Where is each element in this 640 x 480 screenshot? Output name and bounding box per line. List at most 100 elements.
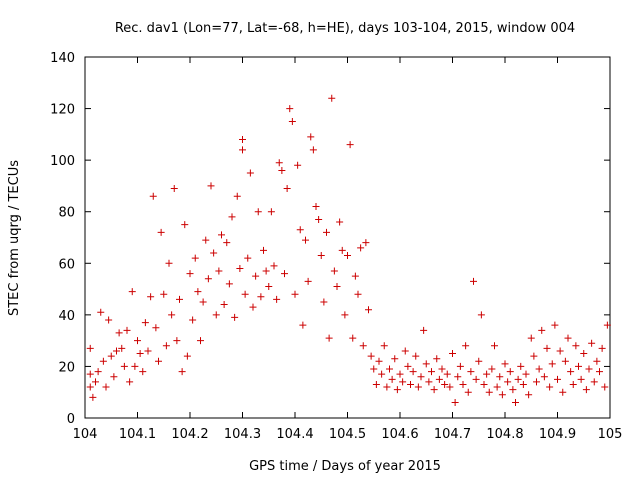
data-point	[420, 326, 428, 334]
data-point	[438, 365, 446, 373]
data-point	[330, 267, 338, 275]
data-point	[273, 295, 281, 303]
y-tick-label: 40	[58, 309, 75, 324]
data-point	[220, 301, 228, 309]
data-point	[399, 378, 407, 386]
y-axis-label: STEC from uqrg / TECUs	[7, 160, 22, 316]
data-point	[202, 236, 210, 244]
data-point	[517, 362, 525, 370]
data-point	[588, 339, 596, 347]
data-point	[136, 350, 144, 358]
data-point	[296, 226, 304, 234]
x-tick-label: 104.4	[276, 427, 313, 442]
data-point	[194, 288, 202, 296]
data-point	[375, 357, 383, 365]
data-point	[102, 383, 110, 391]
data-point	[173, 337, 181, 345]
data-point	[249, 303, 257, 311]
data-point	[328, 94, 336, 102]
y-tick-label: 60	[58, 257, 75, 272]
data-point	[189, 316, 197, 324]
data-point	[456, 362, 464, 370]
data-point	[430, 386, 438, 394]
data-point	[506, 368, 514, 376]
data-point	[378, 370, 386, 378]
data-point	[317, 252, 325, 260]
data-point	[519, 380, 527, 388]
data-point	[236, 264, 244, 272]
data-point	[333, 282, 341, 290]
x-axis-label: GPS time / Days of year 2015	[249, 459, 441, 474]
data-point	[86, 383, 94, 391]
x-tick-label: 104.6	[381, 427, 418, 442]
data-point	[493, 383, 501, 391]
data-point	[491, 342, 498, 350]
data-point	[380, 342, 388, 350]
data-point	[441, 380, 449, 388]
data-point	[401, 347, 409, 355]
data-point	[107, 352, 115, 360]
data-point	[538, 326, 546, 334]
data-point	[97, 308, 105, 316]
data-point	[118, 344, 126, 352]
x-tick-label: 104.1	[119, 427, 156, 442]
data-point	[207, 182, 215, 190]
data-point	[307, 133, 315, 141]
data-point	[281, 270, 288, 278]
data-point	[575, 362, 582, 370]
data-point	[393, 386, 401, 394]
data-point	[543, 344, 551, 352]
data-point	[504, 378, 512, 386]
data-point	[199, 298, 207, 306]
data-point	[157, 228, 165, 236]
data-point	[162, 342, 170, 350]
data-point	[533, 378, 540, 386]
x-tick-label: 104.3	[224, 427, 261, 442]
data-point	[467, 368, 475, 376]
axis-ticks: 104 104.1 104.2 104.3 104.4 104.5 104.6 104.7 10…	[50, 51, 622, 442]
data-point	[294, 161, 302, 169]
data-point	[428, 368, 435, 376]
data-point	[596, 368, 603, 376]
data-point	[359, 342, 367, 350]
data-point	[443, 370, 451, 378]
data-point	[126, 378, 134, 386]
data-point	[546, 383, 554, 391]
data-point	[590, 378, 598, 386]
data-point	[288, 117, 296, 125]
data-point	[372, 380, 380, 388]
data-point	[168, 311, 176, 319]
data-point	[412, 352, 420, 360]
data-point	[128, 288, 136, 296]
data-point	[417, 373, 425, 381]
data-point	[176, 295, 183, 303]
data-point	[315, 215, 323, 223]
chart-title: Rec. dav1 (Lon=77, Lat=-68, h=HE), days …	[115, 21, 575, 36]
data-point	[265, 282, 273, 290]
data-point	[134, 337, 141, 345]
data-point	[593, 357, 601, 365]
data-point	[223, 239, 231, 247]
data-point	[302, 236, 309, 244]
data-point	[291, 290, 299, 298]
data-point	[254, 208, 262, 216]
data-point	[567, 368, 575, 376]
data-point	[283, 185, 291, 193]
data-point	[354, 290, 362, 298]
data-point	[512, 399, 519, 407]
data-point	[344, 252, 351, 260]
data-point	[472, 375, 480, 383]
data-point	[414, 383, 422, 391]
data-point	[556, 347, 564, 355]
data-point	[152, 324, 160, 332]
data-point	[186, 270, 194, 278]
data-point	[338, 246, 346, 254]
data-point	[585, 365, 593, 373]
data-point	[475, 357, 483, 365]
data-point	[559, 388, 567, 396]
y-tick-label: 120	[50, 103, 75, 118]
data-point	[501, 360, 509, 368]
data-point	[239, 146, 246, 154]
data-point	[407, 380, 414, 388]
data-point	[464, 388, 472, 396]
